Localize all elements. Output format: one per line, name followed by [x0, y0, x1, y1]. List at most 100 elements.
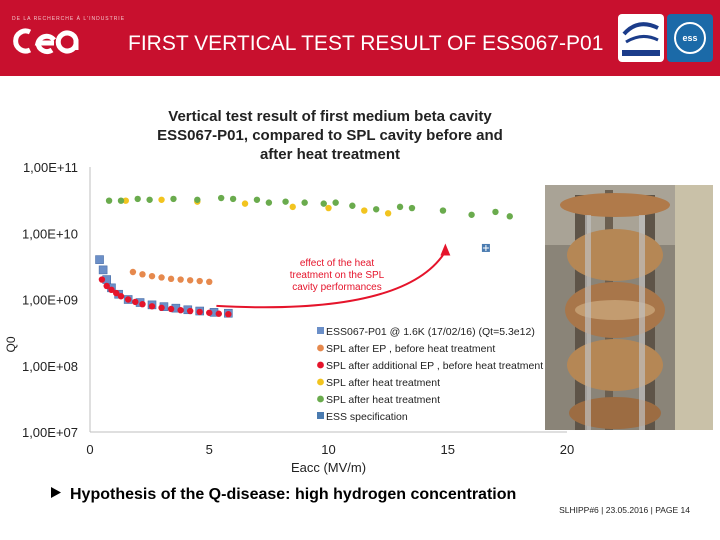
y-tick-label: 1,00E+11 [23, 160, 78, 175]
data-point [146, 196, 153, 203]
data-point [122, 197, 129, 204]
effect-arrow-head [440, 243, 451, 256]
ess-logo-icon: ess [667, 14, 713, 62]
data-point [177, 276, 184, 283]
data-point [481, 243, 490, 252]
data-point [105, 197, 113, 204]
data-point [129, 268, 137, 276]
data-point [98, 276, 106, 283]
chart-axes: 1,00E+07 1,00E+08 1,00E+09 1,00E+10 1,00E+11… [4, 160, 574, 475]
data-point [396, 203, 404, 211]
data-point [148, 303, 156, 310]
hypothesis-bullet: Hypothesis of the Q-disease: high hydrog… [50, 486, 516, 504]
annotation-line: cavity performances [292, 282, 381, 293]
brand-subtitle: DE LA RECHERCHE À L'INDUSTRIE [12, 16, 126, 22]
data-point [167, 275, 175, 283]
data-point [186, 277, 194, 284]
data-point [134, 195, 141, 203]
data-point [253, 196, 261, 203]
page-title: FIRST VERTICAL TEST RESULT OF ESS067-P01 [128, 32, 604, 55]
data-point [117, 293, 125, 300]
legend-label: SPL after EP , before heat treatment [326, 343, 495, 355]
data-point [196, 277, 203, 285]
y-axis-label: Q0 [4, 336, 18, 352]
data-point [408, 204, 416, 212]
irfu-logo-icon [618, 14, 664, 62]
arrow-bullet-icon [50, 486, 62, 504]
legend-label: SPL after additional EP , before heat tr… [326, 360, 543, 372]
chart-legend: ESS067-P01 @ 1.6K (17/02/16) (Qt=5.3e12)… [317, 326, 543, 423]
chart-title-line: after heat treatment [259, 146, 401, 163]
ess-logo-text: ess [674, 22, 706, 54]
data-point [225, 310, 232, 318]
data-point [384, 210, 392, 217]
data-point [98, 265, 108, 275]
x-tick-label: 10 [321, 442, 335, 457]
legend-label: ESS067-P01 @ 1.6K (17/02/16) (Qt=5.3e12) [326, 326, 535, 338]
data-point [241, 200, 249, 207]
data-point [282, 198, 289, 205]
legend-marker [317, 344, 324, 352]
legend-marker [317, 361, 324, 369]
data-point [439, 207, 447, 214]
data-point [320, 200, 327, 207]
y-tick-label: 1,00E+09 [22, 293, 78, 308]
data-point [215, 310, 222, 317]
data-point [158, 196, 165, 203]
data-point [177, 306, 184, 314]
data-point [289, 203, 296, 211]
data-point [492, 208, 499, 216]
data-point [361, 207, 368, 214]
data-point [325, 204, 332, 212]
legend-marker [317, 378, 324, 386]
data-point [148, 272, 156, 280]
data-point [167, 305, 175, 313]
chart-title-line: ESS067-P01, compared to SPL cavity befor… [157, 127, 503, 144]
data-point [468, 211, 475, 218]
data-point [301, 199, 308, 206]
data-point [95, 255, 104, 264]
cea-logo-icon [13, 28, 79, 55]
footer-text: SLHIPP#6 | 23.05.2016 | PAGE 14 [559, 505, 690, 515]
data-point-plus [482, 244, 489, 251]
data-point [506, 213, 513, 220]
annotation-line: effect of the heat [300, 258, 375, 269]
data-point [158, 304, 165, 311]
x-axis-label: Eacc (MV/m) [291, 460, 366, 475]
chart-points [95, 194, 513, 318]
hypothesis-text: Hypothesis of the Q-disease: high hydrog… [70, 486, 517, 503]
chart-title-line: Vertical test result of first medium bet… [168, 108, 492, 125]
data-point [124, 296, 132, 303]
legend-label: SPL after heat treatment [326, 377, 440, 389]
data-point [349, 202, 356, 209]
y-tick-label: 1,00E+08 [22, 359, 78, 374]
x-tick-label: 5 [206, 442, 213, 457]
x-tick-label: 20 [560, 442, 574, 457]
effect-arrow [216, 243, 451, 309]
data-point [196, 308, 203, 316]
data-point [265, 199, 273, 206]
data-point [132, 298, 139, 306]
data-point [139, 271, 146, 278]
annotation-line: treatment on the SPL [290, 270, 385, 281]
data-point [170, 195, 177, 203]
y-tick-label: 1,00E+10 [22, 226, 78, 241]
effect-arrow-curve [216, 250, 447, 309]
data-point [194, 196, 201, 203]
data-point [186, 307, 194, 315]
legend-marker [317, 327, 324, 334]
data-point [158, 274, 165, 281]
data-point [108, 286, 115, 294]
header-bar: DE LA RECHERCHE À L'INDUSTRIE FIRST VERT… [0, 0, 720, 76]
data-point [206, 278, 213, 285]
data-point [103, 282, 110, 290]
cavity-photo-icon [545, 185, 713, 430]
legend-label: SPL after heat treatment [326, 394, 440, 406]
x-tick-label: 0 [86, 442, 93, 457]
data-point [206, 309, 213, 316]
chart-title: Vertical test result of first medium bet… [130, 107, 530, 164]
data-point [113, 289, 120, 297]
y-tick-label: 1,00E+07 [22, 425, 78, 440]
x-tick-label: 15 [441, 442, 455, 457]
